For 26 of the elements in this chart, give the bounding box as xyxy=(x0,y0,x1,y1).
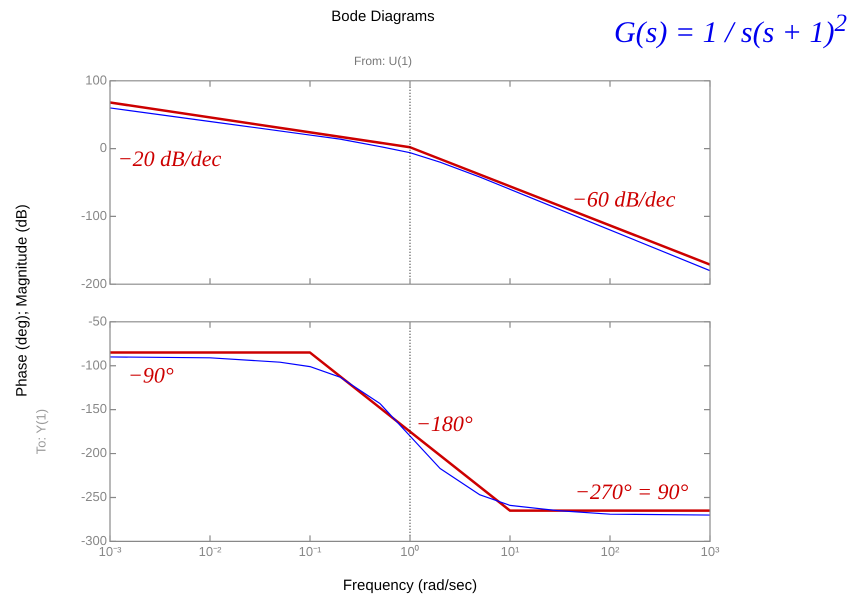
x-tick-label: 10¹ xyxy=(500,544,520,559)
y-tick-label: 0 xyxy=(100,140,107,156)
y-tick-label: -150 xyxy=(80,401,107,416)
y-tick-label: -250 xyxy=(80,489,107,504)
annotation: −90° xyxy=(128,362,174,388)
y-axis-title: To: Y(1) xyxy=(33,408,48,454)
x-axis-title: Frequency (rad/sec) xyxy=(342,577,478,594)
x-tick-label: 10³ xyxy=(700,544,720,559)
x-tick-label: 10⁻² xyxy=(198,544,222,559)
y-tick-label: -50 xyxy=(88,313,107,328)
annotation: −20 dB/dec xyxy=(118,146,222,171)
x-tick-label: 10² xyxy=(600,544,620,559)
chart-subtitle: From: U(1) xyxy=(353,54,413,68)
y-tick-label: 100 xyxy=(85,72,107,88)
y-tick-label: -100 xyxy=(80,357,107,372)
x-tick-label: 10⁻¹ xyxy=(298,544,322,559)
annotation: −270° = 90° xyxy=(575,478,688,504)
annotation: −60 dB/dec xyxy=(572,186,676,212)
y-tick-label: -200 xyxy=(80,276,107,291)
x-tick-label: 10⁰ xyxy=(400,544,420,559)
text: G(s) = 1 / s(s + 1)$^{2}$ xyxy=(614,10,847,50)
y-axis-title: Phase (deg); Magnitude (dB) xyxy=(14,203,30,399)
chart-title: Bode Diagrams xyxy=(331,8,435,25)
annotation: −180° xyxy=(416,410,473,436)
y-tick-label: -200 xyxy=(80,445,107,460)
y-tick-label: -100 xyxy=(80,208,107,223)
